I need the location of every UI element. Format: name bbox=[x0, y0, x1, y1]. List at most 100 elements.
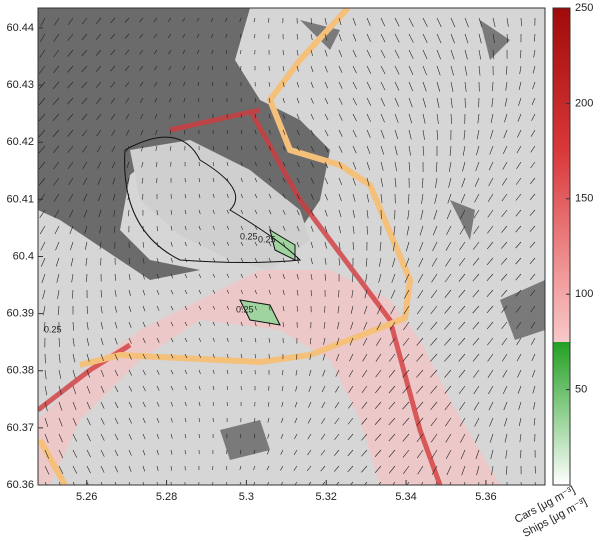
wind-arrow bbox=[338, 145, 343, 153]
wind-arrow bbox=[139, 33, 144, 39]
wind-arrow bbox=[463, 129, 466, 140]
wind-arrow bbox=[445, 241, 452, 251]
wind-arrow bbox=[86, 337, 90, 346]
wind-arrow bbox=[338, 49, 343, 57]
wind-arrow bbox=[55, 257, 60, 267]
wind-arrow bbox=[100, 369, 105, 377]
wind-arrow bbox=[254, 321, 257, 327]
wind-arrow bbox=[226, 161, 229, 166]
wind-arrow bbox=[114, 369, 119, 377]
wind-arrow bbox=[240, 305, 243, 310]
x-tick-label: 5.28 bbox=[156, 491, 177, 503]
wind-arrow bbox=[378, 481, 382, 485]
wind-arrow bbox=[226, 289, 230, 294]
wind-arrow bbox=[380, 33, 386, 43]
wind-arrow bbox=[310, 81, 314, 88]
wind-arrow bbox=[296, 273, 299, 280]
wind-arrow bbox=[408, 81, 413, 92]
wind-arrow bbox=[460, 193, 466, 204]
wind-arrow bbox=[338, 177, 343, 185]
wind-arrow bbox=[324, 193, 328, 201]
wind-arrow bbox=[310, 145, 315, 152]
wind-arrow bbox=[52, 81, 60, 90]
wind-arrow bbox=[530, 129, 536, 137]
wind-arrow bbox=[476, 465, 480, 476]
wind-arrow bbox=[240, 273, 244, 278]
wind-arrow bbox=[182, 65, 186, 71]
wind-arrow bbox=[240, 257, 244, 262]
wind-arrow bbox=[268, 321, 271, 327]
contour-label: 0.25 bbox=[236, 304, 254, 314]
wind-arrow bbox=[476, 129, 480, 140]
wind-arrow bbox=[500, 273, 508, 281]
wind-arrow bbox=[44, 449, 50, 459]
wind-arrow bbox=[198, 257, 202, 262]
wind-arrow bbox=[268, 257, 272, 263]
wind-arrow bbox=[83, 193, 88, 202]
wind-arrow bbox=[239, 33, 242, 39]
wind-arrow bbox=[347, 417, 354, 425]
wind-arrow bbox=[519, 65, 522, 75]
wind-arrow bbox=[364, 481, 368, 485]
wind-arrow bbox=[366, 17, 371, 26]
contour-label: 0.25 bbox=[258, 234, 276, 244]
wind-arrow bbox=[320, 449, 326, 456]
wind-arrow bbox=[338, 65, 343, 73]
wind-arrow bbox=[127, 177, 130, 185]
wind-arrow bbox=[58, 433, 63, 443]
wind-arrow bbox=[296, 65, 299, 72]
wind-arrow bbox=[282, 289, 285, 296]
wind-arrow bbox=[501, 289, 508, 297]
wind-arrow bbox=[518, 401, 522, 410]
wind-arrow bbox=[128, 449, 132, 456]
wind-arrow bbox=[431, 273, 438, 283]
wind-arrow bbox=[81, 65, 88, 73]
wind-arrow bbox=[390, 289, 396, 299]
wind-arrow bbox=[445, 417, 452, 427]
wind-arrow bbox=[352, 209, 355, 218]
wind-arrow bbox=[282, 97, 285, 103]
wind-arrow bbox=[268, 289, 271, 295]
wind-arrow bbox=[99, 225, 102, 234]
wind-arrow bbox=[352, 97, 357, 106]
wind-arrow bbox=[408, 97, 413, 108]
wind-arrow bbox=[349, 337, 354, 346]
wind-arrow bbox=[488, 401, 494, 411]
wind-arrow bbox=[365, 257, 368, 267]
wind-arrow bbox=[520, 49, 522, 59]
wind-arrow bbox=[170, 241, 173, 247]
wind-arrow bbox=[55, 241, 60, 251]
wind-arrow bbox=[492, 33, 495, 44]
wind-arrow bbox=[128, 273, 131, 281]
wind-arrow bbox=[444, 353, 452, 362]
wind-arrow bbox=[430, 369, 438, 378]
axes-frame bbox=[37, 7, 546, 486]
wind-arrow bbox=[402, 369, 410, 378]
wind-arrow bbox=[72, 433, 77, 442]
wind-arrow bbox=[323, 337, 326, 345]
wind-arrow bbox=[458, 369, 466, 378]
wind-arrow bbox=[100, 353, 104, 362]
wind-arrow bbox=[212, 241, 215, 246]
wind-arrow bbox=[362, 369, 368, 378]
wind-arrow bbox=[515, 193, 522, 201]
wind-arrow bbox=[449, 145, 452, 156]
wind-arrow bbox=[142, 465, 145, 472]
wind-arrow bbox=[464, 65, 468, 76]
wind-arrow bbox=[402, 353, 410, 362]
wind-arrow bbox=[488, 385, 494, 395]
wind-arrow bbox=[72, 401, 77, 411]
wind-arrow bbox=[67, 65, 74, 73]
wind-arrow bbox=[212, 305, 216, 310]
wind-arrow bbox=[458, 353, 466, 362]
wind-arrow bbox=[420, 481, 424, 485]
wind-arrow bbox=[502, 177, 508, 186]
wind-arrow bbox=[450, 97, 453, 108]
wind-arrow bbox=[141, 177, 144, 184]
wind-arrow bbox=[140, 113, 144, 120]
wind-arrow bbox=[388, 369, 396, 378]
wind-arrow bbox=[42, 305, 46, 316]
wind-arrow bbox=[100, 337, 104, 346]
wind-arrow bbox=[308, 369, 312, 377]
wind-arrow bbox=[128, 321, 132, 328]
